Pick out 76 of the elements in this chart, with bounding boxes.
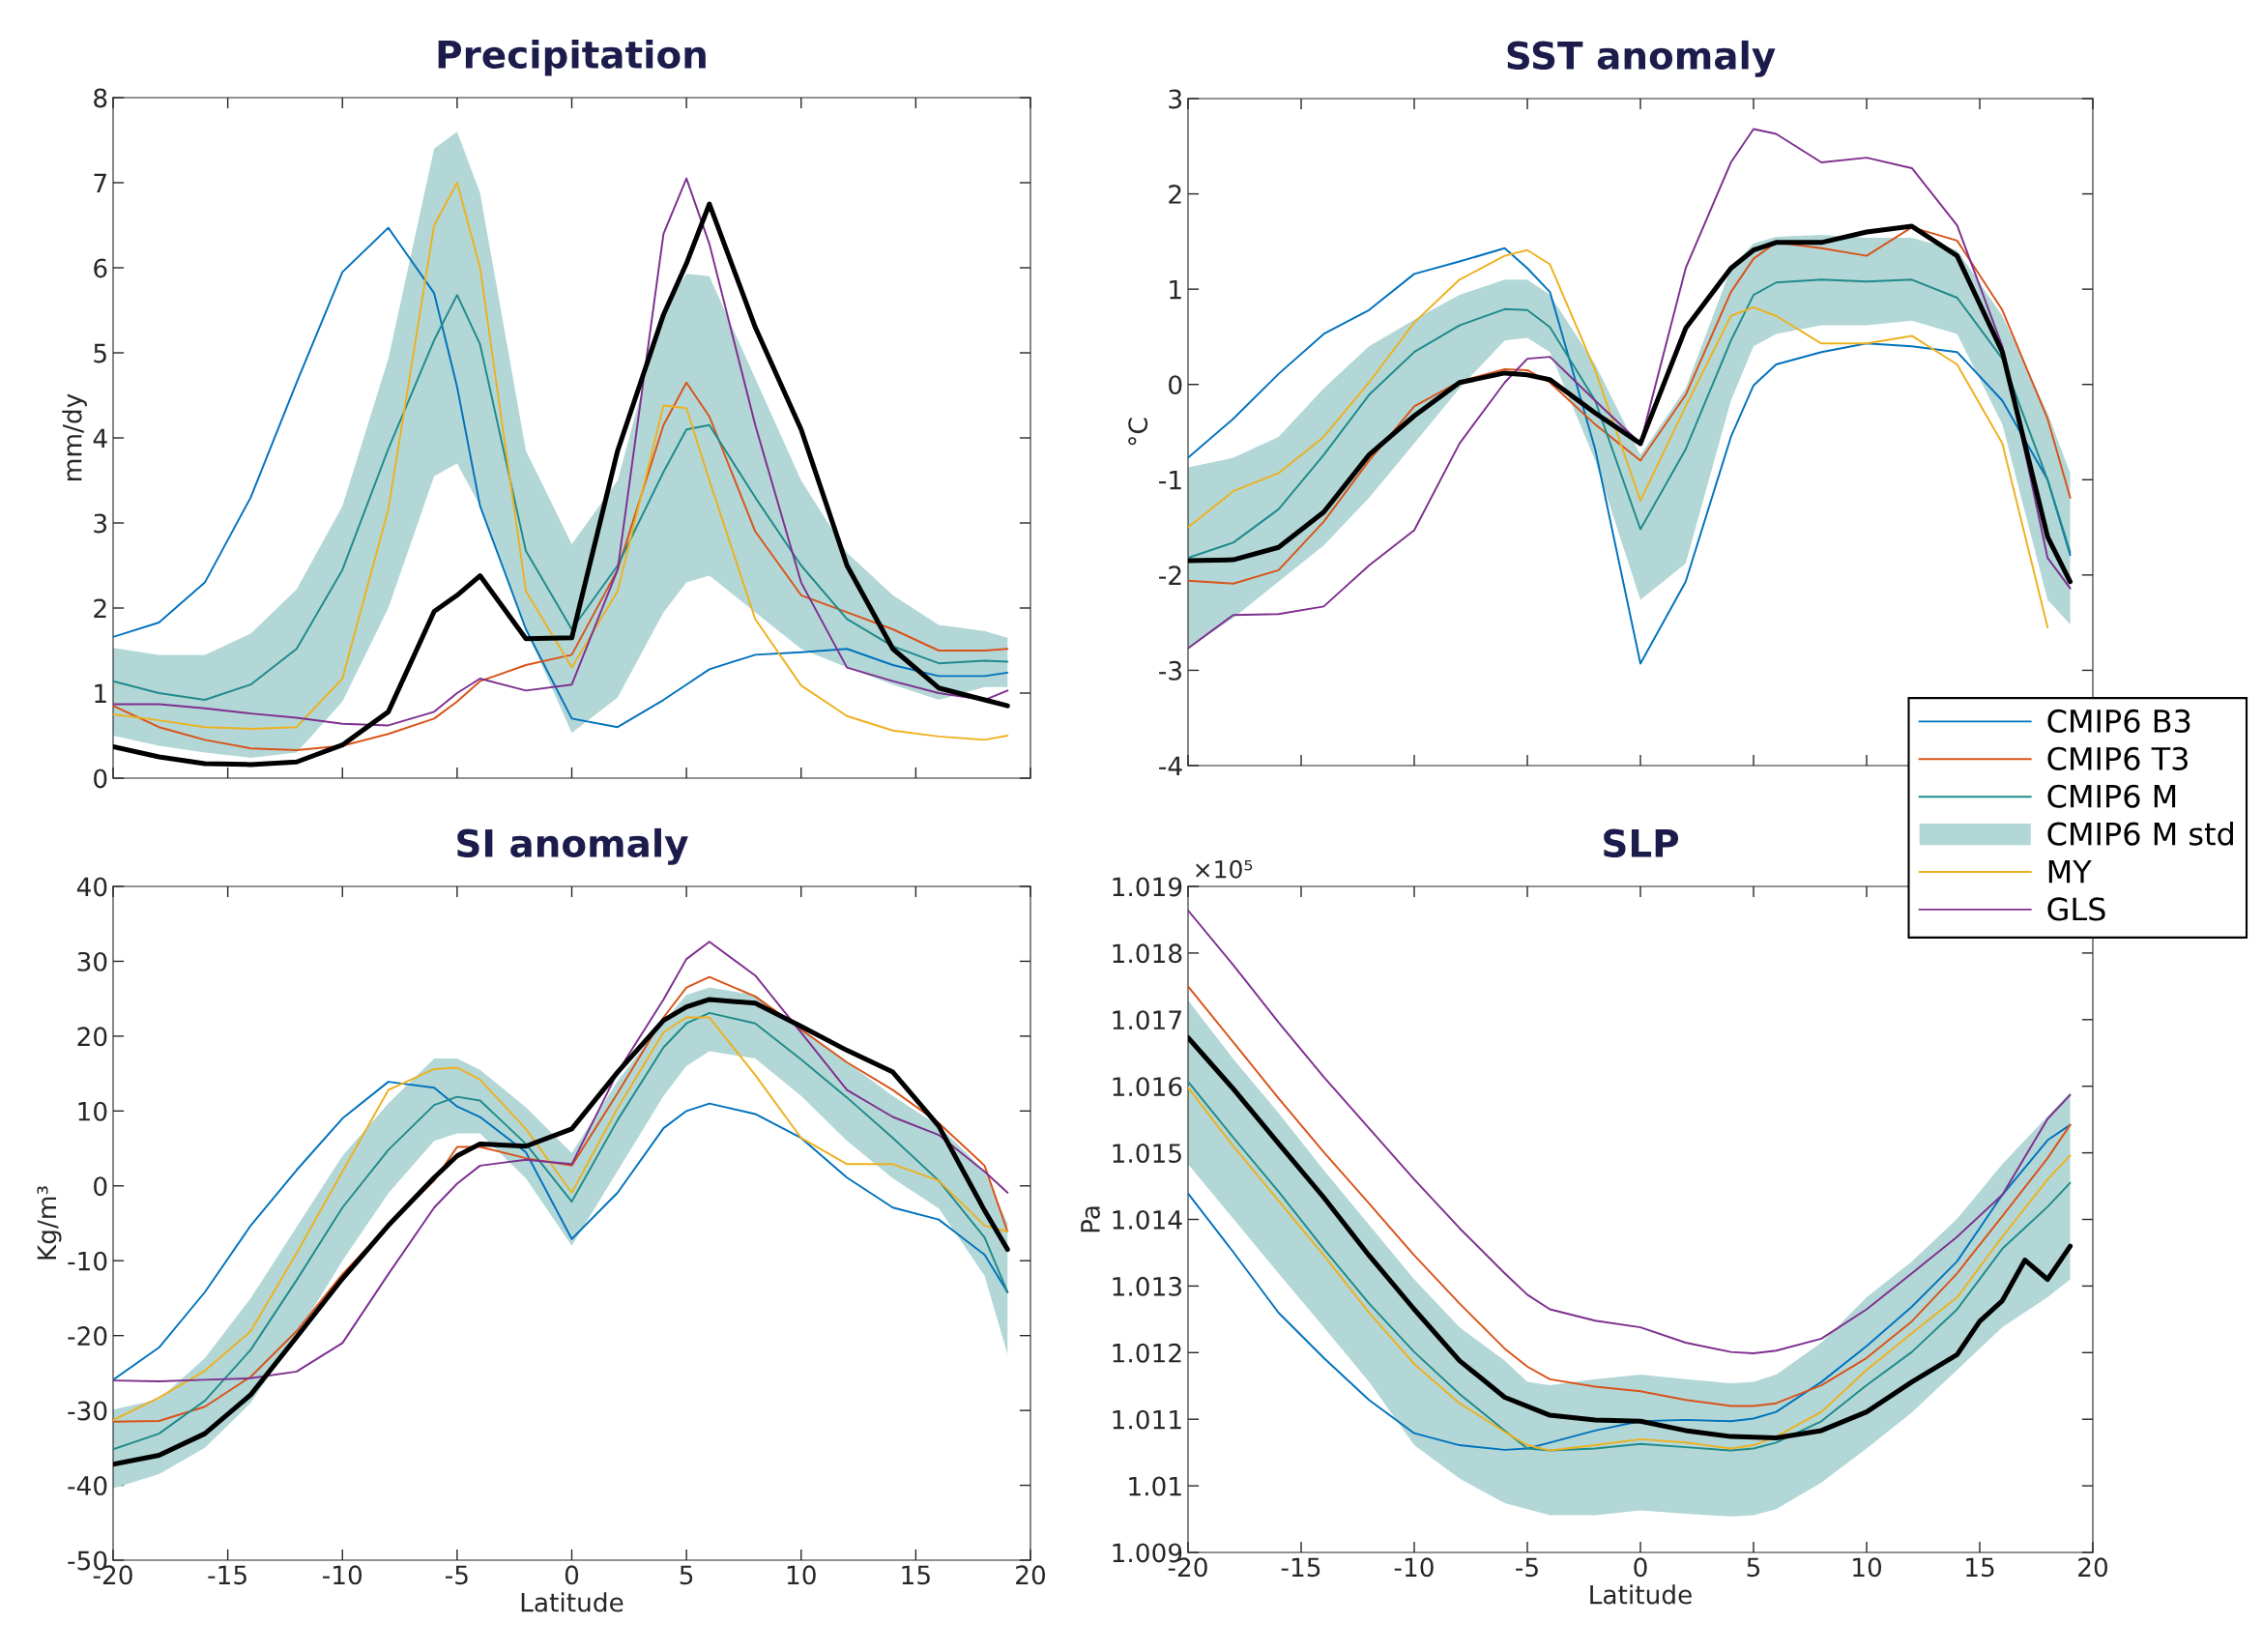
y-tick-label: 1.017 — [1113, 1010, 1181, 1030]
x-tick-label: 15 — [1966, 1557, 1994, 1578]
y-tick-label: 0 — [1169, 375, 1182, 395]
y-tick-label: 6 — [94, 258, 107, 278]
y-tick-label: 8 — [94, 88, 107, 108]
y-tick-label: 10 — [78, 1101, 107, 1121]
y-tick-label: 5 — [94, 343, 106, 363]
y-tick-label: -40 — [68, 1476, 107, 1495]
line-series — [113, 1081, 1009, 1381]
y-tick-label: -4 — [1159, 756, 1182, 776]
y-tick-label: 1.019 — [1113, 877, 1182, 897]
legend-label: CMIP6 M — [2047, 784, 2176, 808]
x-tick-label: 10 — [1853, 1557, 1882, 1578]
x-tick-label: 20 — [1016, 1565, 1046, 1585]
y-tick-label: 3 — [1169, 89, 1182, 109]
chart-title: SI anomaly — [457, 827, 688, 865]
x-tick-label: -5 — [446, 1565, 468, 1585]
y-tick-label: 1 — [95, 683, 106, 704]
line-series — [113, 941, 1009, 1382]
y-tick-label: 1.015 — [1113, 1144, 1181, 1163]
x-tick-label: 5 — [1747, 1557, 1760, 1578]
legend-label: GLS — [2047, 897, 2105, 921]
text: ×10⁵ — [1196, 859, 1253, 879]
x-tick-label: 0 — [565, 1565, 579, 1585]
y-tick-label: -2 — [1159, 565, 1181, 585]
x-tick-label: 10 — [787, 1565, 816, 1585]
x-tick-label: -15 — [208, 1565, 246, 1585]
y-tick-label: 1.016 — [1113, 1077, 1182, 1097]
legend-label: MY — [2048, 859, 2092, 884]
y-tick-label: 7 — [94, 173, 106, 193]
legend-label: CMIP6 B3 — [2047, 709, 2190, 734]
y-tick-label: 1.018 — [1113, 943, 1182, 964]
y-tick-label: -20 — [68, 1326, 107, 1347]
y-tick-label: 0 — [94, 768, 107, 789]
x-tick-label: -5 — [1516, 1557, 1538, 1578]
y-tick-label: 4 — [93, 428, 107, 449]
y-tick-label: 2 — [1169, 185, 1181, 204]
x-tick-label: 15 — [902, 1565, 930, 1585]
y-tick-label: -1 — [1159, 471, 1181, 490]
line-series — [113, 381, 1009, 751]
line-series — [1188, 128, 2072, 650]
y-tick-label: 40 — [76, 877, 107, 897]
chart-title: Precipitation — [438, 39, 706, 76]
y-tick-label: 1.014 — [1113, 1209, 1182, 1230]
y-axis-title: Kg/m³ — [37, 1186, 62, 1260]
y-tick-label: 1.012 — [1113, 1343, 1181, 1363]
y-axis-title: mm/dy — [62, 393, 87, 480]
line-series — [1188, 985, 2072, 1407]
y-axis-title: °C — [1128, 418, 1148, 446]
x-tick-label: -10 — [322, 1565, 362, 1585]
x-tick-label: 20 — [2078, 1557, 2108, 1578]
x-axis-title: Latitude — [521, 1592, 624, 1612]
y-tick-label: 30 — [77, 951, 107, 971]
y-tick-label: -30 — [68, 1401, 107, 1421]
y-tick-label: 0 — [94, 1176, 107, 1197]
y-tick-label: -10 — [68, 1251, 107, 1271]
x-axis-title: Latitude — [1590, 1584, 1692, 1605]
legend-label: CMIP6 T3 — [2047, 746, 2188, 770]
y-tick-label: 20 — [77, 1027, 107, 1047]
chart-title: SST anomaly — [1507, 40, 1776, 77]
x-tick-label: 5 — [680, 1565, 693, 1585]
y-tick-label: -3 — [1159, 660, 1182, 681]
chart-title: SLP — [1604, 828, 1679, 857]
y-tick-label: 1 — [1170, 279, 1181, 300]
y-tick-label: 2 — [94, 598, 106, 619]
x-tick-label: -15 — [1281, 1557, 1320, 1578]
line-series — [113, 294, 1009, 702]
y-axis-title: Pa — [1081, 1206, 1100, 1232]
y-tick-label: 1.013 — [1113, 1276, 1182, 1296]
y-tick-label: 1.011 — [1113, 1409, 1181, 1430]
x-tick-label: -10 — [1394, 1557, 1434, 1578]
x-tick-label: 0 — [1634, 1557, 1647, 1578]
line-series — [1188, 278, 2072, 560]
y-tick-label: 1.01 — [1129, 1476, 1181, 1496]
text: CMIP6 M std — [2047, 821, 2233, 846]
y-tick-label: 3 — [94, 513, 107, 534]
